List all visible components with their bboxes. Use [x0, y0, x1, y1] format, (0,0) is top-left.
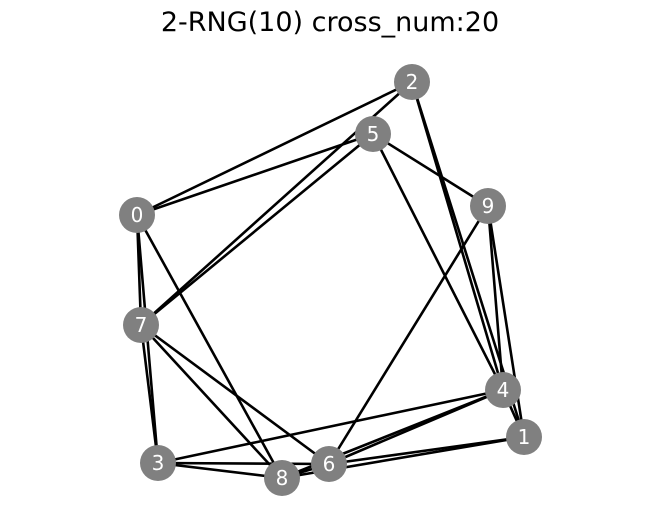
- nodes-layer: 0 1 2 3 4 5 6 7 8 9: [119, 64, 542, 496]
- node-label: 5: [367, 122, 380, 146]
- node-7: 7: [123, 307, 159, 343]
- edge-0-5: [135, 132, 375, 217]
- edge-3-8: [156, 461, 284, 480]
- node-label: 2: [406, 70, 419, 94]
- edge-7-3: [139, 323, 160, 465]
- node-circle: [355, 116, 391, 152]
- edge-5-7: [139, 132, 375, 327]
- edge-5-4: [371, 132, 505, 392]
- node-3: 3: [140, 445, 176, 481]
- edge-9-6: [327, 204, 490, 466]
- node-label: 8: [276, 466, 289, 490]
- node-label: 6: [323, 452, 336, 476]
- edge-5-9: [371, 132, 490, 208]
- node-4: 4: [485, 372, 521, 408]
- edge-9-4: [486, 204, 505, 392]
- edge-3-6: [156, 461, 331, 466]
- node-label: 9: [482, 194, 495, 218]
- node-circle: [394, 64, 430, 100]
- node-circle: [123, 307, 159, 343]
- node-label: 4: [497, 378, 510, 402]
- node-1: 1: [506, 419, 542, 455]
- node-8: 8: [264, 460, 300, 496]
- node-circle: [140, 445, 176, 481]
- node-label: 1: [518, 425, 531, 449]
- node-0: 0: [119, 197, 155, 233]
- edge-0-8: [135, 213, 284, 480]
- chart-title: 2-RNG(10) cross_num:20: [160, 7, 500, 38]
- edge-4-3: [156, 388, 505, 465]
- node-circle: [264, 460, 300, 496]
- edge-7-8: [139, 323, 284, 480]
- node-label: 7: [135, 313, 148, 337]
- node-2: 2: [394, 64, 430, 100]
- node-circle: [485, 372, 521, 408]
- edge-7-6: [139, 323, 331, 466]
- edge-0-2: [135, 80, 414, 217]
- node-label: 0: [131, 203, 144, 227]
- node-circle: [311, 446, 347, 482]
- node-5: 5: [355, 116, 391, 152]
- node-6: 6: [311, 446, 347, 482]
- node-circle: [470, 188, 506, 224]
- edges-layer: [135, 80, 526, 480]
- node-circle: [506, 419, 542, 455]
- node-circle: [119, 197, 155, 233]
- node-9: 9: [470, 188, 506, 224]
- node-label: 3: [152, 451, 165, 475]
